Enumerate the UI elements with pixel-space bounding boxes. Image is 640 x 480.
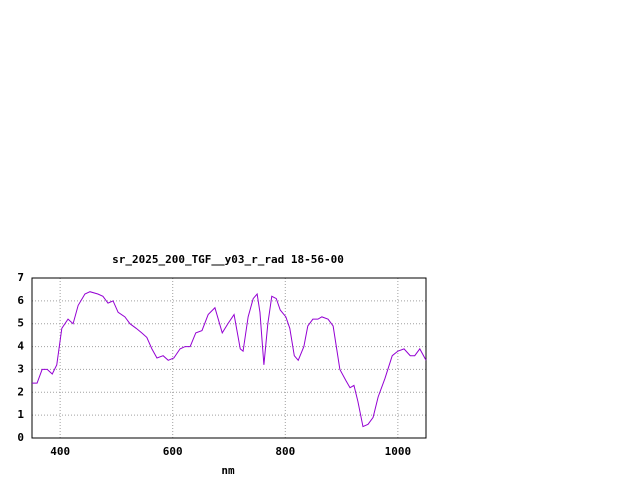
x-tick-label: 1000 — [385, 445, 412, 458]
x-tick-label: 800 — [275, 445, 295, 458]
plot-frame — [31, 277, 427, 439]
y-tick-label: 6 — [17, 294, 24, 307]
x-axis-label: nm — [221, 464, 235, 477]
y-tick-label: 7 — [17, 271, 24, 284]
y-tick-label: 0 — [17, 431, 24, 444]
x-tick-label: 400 — [50, 445, 70, 458]
y-tick-label: 3 — [17, 362, 24, 375]
data-line — [32, 291, 427, 428]
y-tick-label: 2 — [17, 385, 24, 398]
x-tick-label: 600 — [163, 445, 183, 458]
y-tick-label: 4 — [17, 340, 24, 353]
chart-title: sr_2025_200_TGF__y03_r_rad 18-56-00 — [112, 253, 344, 266]
y-tick-label: 5 — [17, 317, 24, 330]
y-tick-label: 1 — [17, 408, 24, 421]
